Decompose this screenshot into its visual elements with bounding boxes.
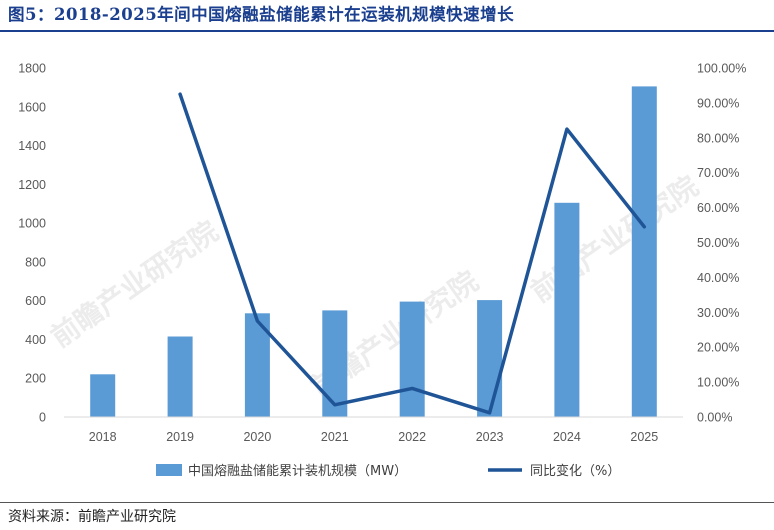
x-tick-label: 2023 bbox=[476, 430, 504, 444]
line-series bbox=[178, 92, 647, 415]
y-right-tick-label: 90.00% bbox=[697, 96, 739, 110]
title-divider bbox=[0, 30, 774, 32]
x-tick-label: 2024 bbox=[553, 430, 581, 444]
bar-2024 bbox=[554, 202, 580, 417]
x-tick-label: 2018 bbox=[89, 430, 117, 444]
bar-2019 bbox=[167, 336, 193, 417]
legend-bar-swatch bbox=[156, 464, 182, 476]
x-tick-label: 2021 bbox=[321, 430, 349, 444]
y-left-tick-label: 1400 bbox=[18, 139, 46, 153]
x-tick-label: 2020 bbox=[243, 430, 271, 444]
y-right-tick-label: 60.00% bbox=[697, 201, 739, 215]
y-right-tick-label: 0.00% bbox=[697, 411, 732, 425]
source-divider bbox=[0, 502, 774, 503]
y-axis-left: 0 200 400 600 800 1000 1200 1400 1600 1800 bbox=[18, 62, 46, 425]
y-right-tick-label: 10.00% bbox=[697, 376, 739, 390]
y-right-tick-label: 40.00% bbox=[697, 271, 739, 285]
y-right-tick-label: 20.00% bbox=[697, 341, 739, 355]
x-tick-label: 2025 bbox=[630, 430, 658, 444]
y-axis-right: 0.00% 10.00% 20.00% 30.00% 40.00% 50.00% 60.00… bbox=[697, 62, 746, 425]
y-left-tick-label: 200 bbox=[25, 372, 46, 386]
x-axis: 2018 2019 2020 2021 2022 2023 2024 2025 bbox=[89, 430, 658, 444]
legend: 中国熔融盐储能累计装机规模（MW） 同比变化（%） bbox=[156, 463, 620, 479]
bar-2025 bbox=[631, 86, 657, 418]
x-tick-label: 2022 bbox=[398, 430, 426, 444]
bar-2023 bbox=[477, 300, 503, 417]
legend-line-label: 同比变化（%） bbox=[530, 463, 620, 479]
y-right-tick-label: 80.00% bbox=[697, 131, 739, 145]
watermark-text: 前瞻产业研究院 bbox=[45, 214, 224, 353]
y-left-tick-label: 400 bbox=[25, 333, 46, 347]
y-right-tick-label: 30.00% bbox=[697, 306, 739, 320]
bar-2021 bbox=[322, 310, 348, 417]
x-tick-label: 2019 bbox=[166, 430, 194, 444]
legend-bar-label: 中国熔融盐储能累计装机规模（MW） bbox=[188, 464, 407, 479]
y-left-tick-label: 0 bbox=[39, 411, 46, 425]
bar-series bbox=[90, 86, 657, 418]
source-note: 资料来源：前瞻产业研究院 bbox=[8, 509, 176, 525]
bar-2018 bbox=[90, 374, 116, 417]
figure-title: 图5：2018-2025年间中国熔融盐储能累计在运装机规模快速增长 bbox=[8, 5, 515, 24]
y-left-tick-label: 1200 bbox=[18, 178, 46, 192]
y-left-tick-label: 1800 bbox=[18, 62, 46, 76]
y-right-tick-label: 70.00% bbox=[697, 166, 739, 180]
y-left-tick-label: 1600 bbox=[18, 100, 46, 114]
bar-2022 bbox=[399, 301, 425, 417]
y-left-tick-label: 1000 bbox=[18, 217, 46, 231]
y-left-tick-label: 600 bbox=[25, 294, 46, 308]
y-right-tick-label: 50.00% bbox=[697, 236, 739, 250]
y-right-tick-label: 100.00% bbox=[697, 62, 746, 76]
y-left-tick-label: 800 bbox=[25, 255, 46, 269]
